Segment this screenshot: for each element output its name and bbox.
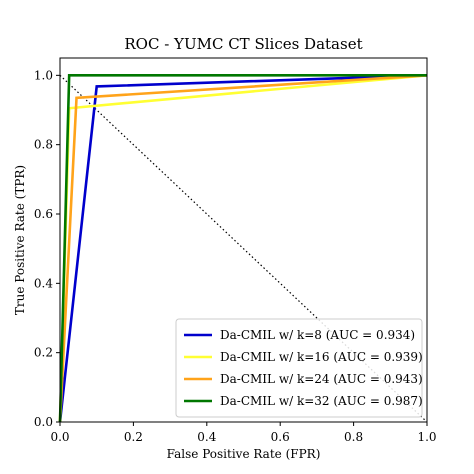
x-tick-label: 0.4 — [197, 430, 216, 444]
legend-box — [175, 318, 423, 418]
x-tick-label: 0.0 — [50, 430, 69, 444]
y-axis-label: True Positive Rate (TPR) — [13, 165, 27, 315]
y-tick-label: 0.8 — [34, 138, 53, 152]
plot-frame — [59, 57, 428, 423]
y-tick-label: 0.6 — [34, 207, 53, 221]
x-tick-label: 0.8 — [344, 430, 363, 444]
legend-label-3: Da-CMIL w/ k=24 (AUC = 0.943) — [220, 372, 423, 386]
y-tick-label: 0.0 — [34, 415, 53, 429]
x-tick-label: 0.6 — [271, 430, 290, 444]
legend-label-1: Da-CMIL w/ k=8 (AUC = 0.934) — [220, 328, 415, 342]
y-tick-label: 1.0 — [34, 68, 53, 82]
series-line-1 — [58, 74, 428, 423]
legend-label-4: Da-CMIL w/ k=32 (AUC = 0.987) — [220, 394, 423, 408]
series-line-3 — [58, 74, 428, 423]
plot-area — [58, 74, 428, 423]
y-tick-label: 0.4 — [34, 276, 53, 290]
x-tick-label: 1.0 — [417, 430, 436, 444]
axes: 0.0 0.2 0.4 0.6 0.8 1.0 0.0 0.2 0.4 0.6 0.8 1.0 — [34, 68, 437, 444]
y-tick-label: 0.2 — [34, 346, 53, 360]
x-axis-label: False Positive Rate (FPR) — [167, 447, 321, 461]
x-tick-label: 0.2 — [124, 430, 143, 444]
series-line-4 — [58, 74, 427, 423]
legend-label-2: Da-CMIL w/ k=16 (AUC = 0.939) — [220, 350, 423, 364]
chart-title: ROC - YUMC CT Slices Dataset — [124, 35, 362, 53]
legend: Da-CMIL w/ k=8 (AUC = 0.934) Da-CMIL w/ k… — [175, 318, 423, 418]
